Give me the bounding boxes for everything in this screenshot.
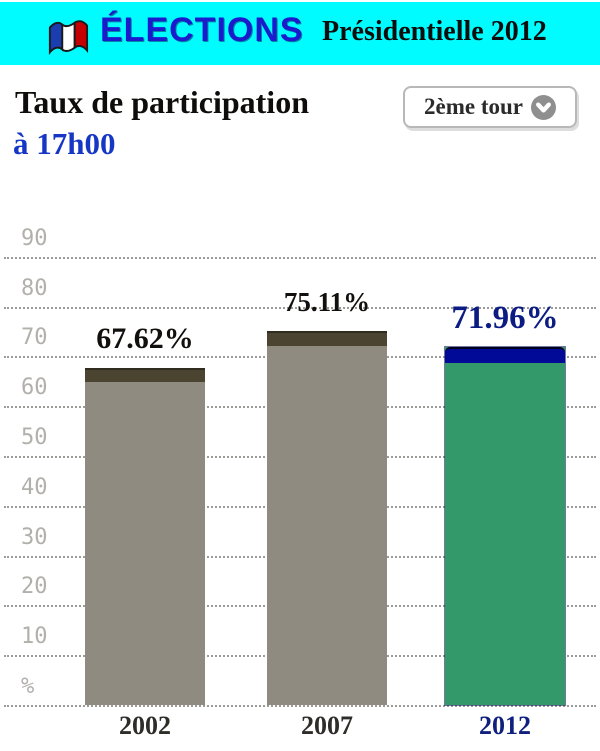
- y-tick-label: 70: [21, 325, 48, 351]
- y-tick-label: 20: [21, 574, 48, 600]
- y-tick-label: 50: [21, 425, 48, 450]
- edition-title: Présidentielle 2012: [322, 16, 547, 47]
- bar-value-label: 75.11%: [283, 286, 371, 317]
- y-tick-label: 30: [21, 524, 48, 550]
- x-tick-label-2007: 2007: [301, 711, 353, 740]
- y-tick-label: 60: [21, 375, 48, 401]
- bar-cap-2002: [85, 368, 205, 383]
- y-tick-label: 80: [21, 275, 48, 301]
- chart-title: Taux de participation: [15, 84, 309, 120]
- header-bar: ÉLECTIONS Présidentielle 2012: [0, 2, 600, 65]
- bar-cap-2007: [267, 330, 387, 346]
- bar-value-label: 67.62%: [96, 322, 194, 356]
- bar-2002: [85, 368, 205, 705]
- gridline: [4, 306, 596, 309]
- gridline: [4, 256, 596, 259]
- french-flag-icon: [48, 20, 89, 55]
- site-brand: ÉLECTIONS: [100, 11, 304, 49]
- gridline: [4, 705, 596, 707]
- round-selector-button[interactable]: 2ème tour: [403, 86, 577, 128]
- bar-value-label: 71.96%: [451, 299, 559, 336]
- y-tick-label: %: [21, 674, 35, 699]
- bar-2007: [267, 330, 387, 705]
- x-tick-label-2002: 2002: [119, 711, 171, 740]
- y-tick-label: 90: [21, 225, 48, 251]
- chevron-down-icon: [531, 94, 556, 120]
- bar-cap-2012: [445, 346, 565, 363]
- y-tick-label: 40: [21, 474, 48, 500]
- round-selector-label: 2ème tour: [424, 94, 523, 119]
- chart-subtitle: à 17h00: [13, 126, 116, 161]
- y-tick-label: 10: [21, 624, 48, 650]
- x-tick-label-2012: 2012: [479, 711, 531, 740]
- turnout-bar-chart: % 10 20 30 40 50 60 70 80 90 67.62% 2002 75.11% 2007 7…: [0, 200, 600, 751]
- bar-2012: [445, 346, 565, 705]
